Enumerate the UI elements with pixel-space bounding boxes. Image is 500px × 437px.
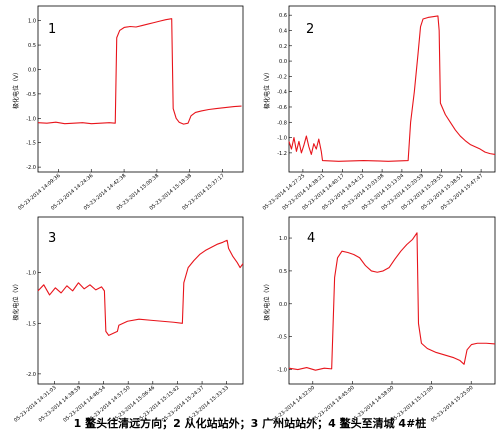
y-tick-label: 0.5 bbox=[28, 43, 36, 49]
y-tick-label: -1.0 bbox=[26, 116, 36, 122]
y-tick-label: -0.4 bbox=[277, 90, 287, 96]
plot-frame bbox=[37, 216, 244, 385]
y-tick-label: -0.5 bbox=[277, 335, 287, 341]
plot-frame bbox=[288, 5, 496, 173]
y-tick-label: 0.0 bbox=[279, 302, 287, 308]
y-tick-label: 0.0 bbox=[279, 59, 287, 65]
y-tick-label: 0.4 bbox=[279, 28, 287, 34]
panel-number: 1 bbox=[48, 22, 56, 37]
y-tick-label: -0.6 bbox=[277, 105, 287, 111]
plot-frame bbox=[288, 216, 496, 385]
figure-caption: 1 鳌头往清远方向；2 从化站站外；3 广州站站外；4 鳌头至清城 4#桩 bbox=[73, 417, 427, 430]
series-line bbox=[37, 239, 244, 336]
y-axis-label: 极化电位（V） bbox=[263, 69, 271, 109]
chart-panel-4: 1.00.50.0-0.5-1.005-23-2014 14:32:0005-2… bbox=[263, 216, 496, 424]
y-tick-label: 0.0 bbox=[28, 67, 36, 73]
panel-number: 2 bbox=[306, 22, 314, 37]
y-tick-label: -2.0 bbox=[26, 372, 36, 378]
y-tick-label: 0.2 bbox=[279, 44, 287, 50]
y-tick-label: -0.8 bbox=[277, 120, 287, 126]
y-tick-label: -0.2 bbox=[277, 74, 287, 80]
y-tick-label: -1.0 bbox=[277, 136, 287, 142]
plot-frame bbox=[37, 5, 244, 173]
y-tick-label: -2.0 bbox=[26, 165, 36, 171]
y-tick-label: 0.5 bbox=[279, 269, 287, 275]
series-line bbox=[37, 18, 242, 125]
y-axis-label: 极化电位（V） bbox=[12, 280, 20, 320]
y-tick-label: -1.0 bbox=[277, 368, 287, 374]
y-axis-label: 极化电位（V） bbox=[263, 280, 271, 320]
y-tick-label: 1.0 bbox=[28, 19, 36, 25]
y-tick-label: -1.0 bbox=[26, 271, 36, 277]
y-tick-label: 0.6 bbox=[279, 13, 287, 19]
panel-number: 3 bbox=[48, 231, 56, 246]
y-tick-label: -1.2 bbox=[277, 151, 287, 157]
series-line bbox=[288, 232, 496, 371]
y-tick-label: -1.5 bbox=[26, 321, 36, 327]
chart-panel-1: 1.00.50.0-0.5-1.0-1.5-2.005-23-2014 14:0… bbox=[12, 5, 244, 212]
series-line bbox=[288, 15, 496, 162]
y-tick-label: -1.5 bbox=[26, 141, 36, 147]
panel-number: 4 bbox=[307, 231, 315, 246]
chart-panel-2: 0.60.40.20.0-0.2-0.4-0.6-0.8-1.0-1.205-2… bbox=[262, 5, 496, 212]
y-tick-label: -0.5 bbox=[26, 92, 36, 98]
y-tick-label: 1.0 bbox=[279, 236, 287, 242]
chart-panel-3: -1.0-1.5-2.005-23-2014 14:31:0305-23-201… bbox=[12, 216, 244, 424]
y-axis-label: 极化电位（V） bbox=[12, 69, 20, 109]
